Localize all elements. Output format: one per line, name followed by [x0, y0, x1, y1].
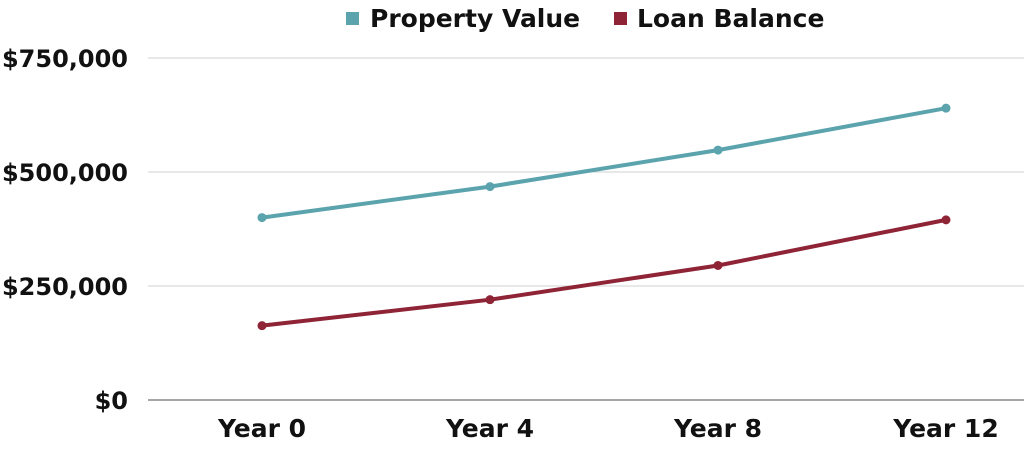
legend-label-loan-balance: Loan Balance	[637, 4, 824, 33]
data-point-property-value	[257, 213, 267, 223]
y-axis-tick-labels: $0 $250,000 $500,000 $750,000	[2, 45, 128, 415]
data-point-loan-balance	[941, 215, 951, 225]
data-point-property-value	[941, 103, 951, 113]
series-lines	[257, 103, 951, 331]
data-point-loan-balance	[485, 295, 495, 305]
x-tick-label: Year 0	[217, 414, 306, 443]
y-tick-label: $500,000	[2, 159, 128, 187]
x-tick-label: Year 4	[445, 414, 534, 443]
series-line-loan-balance	[260, 217, 948, 328]
data-point-loan-balance	[713, 260, 723, 270]
legend-swatch-property-value	[346, 12, 359, 25]
data-point-property-value	[713, 145, 723, 155]
series-line-property-value	[260, 106, 948, 220]
y-tick-label: $0	[95, 387, 128, 415]
y-tick-label: $250,000	[2, 273, 128, 301]
y-tick-label: $750,000	[2, 45, 128, 73]
legend-label-property-value: Property Value	[370, 4, 580, 33]
x-tick-label: Year 12	[892, 414, 998, 443]
legend: Property Value Loan Balance	[346, 4, 824, 33]
legend-swatch-loan-balance	[614, 12, 627, 25]
data-point-property-value	[485, 182, 495, 192]
x-axis-tick-labels: Year 0 Year 4 Year 8 Year 12	[217, 414, 999, 443]
x-tick-label: Year 8	[673, 414, 762, 443]
data-point-loan-balance	[257, 321, 267, 331]
